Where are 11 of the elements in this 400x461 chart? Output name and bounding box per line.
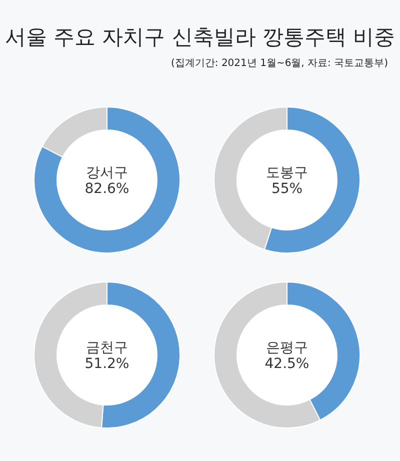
data-label: 51.2% bbox=[84, 356, 130, 372]
chart-title: 서울 주요 자치구 신축빌라 깡통주택 비중 bbox=[4, 25, 396, 49]
chart-subtitle: (집계기간: 2021년 1월~6월, 자료: 국토교통부) bbox=[171, 58, 388, 69]
slice-label: 도봉구 bbox=[266, 165, 308, 181]
slice-label: 강서구 bbox=[86, 165, 128, 181]
slice-label: 금천구 bbox=[86, 340, 128, 356]
data-label: 42.5% bbox=[264, 356, 310, 372]
data-label: 82.6% bbox=[84, 181, 130, 197]
slice-label: 은평구 bbox=[266, 340, 308, 356]
donut-slice bbox=[34, 106, 180, 254]
data-label: 55% bbox=[271, 181, 303, 197]
